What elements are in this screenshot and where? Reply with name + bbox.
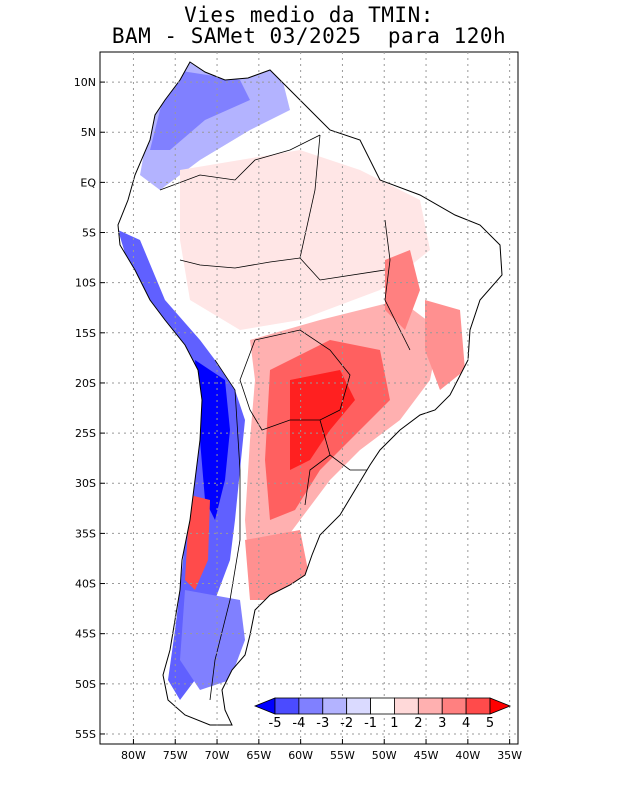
- colorbar-segment: [274, 697, 300, 715]
- lat-tick-label: 10N: [74, 76, 96, 89]
- colorbar-label: 2: [414, 716, 422, 731]
- colorbar-segment: [394, 697, 419, 715]
- title-line-2: BAM - SAMet 03/2025 para 120h: [111, 24, 507, 48]
- lat-tick-label: 45S: [75, 628, 96, 641]
- latitude-axis: 10N 5N EQ 5S 10S 15S 20S 25S 30S 35S 40S 45S 50S 55S: [74, 76, 105, 741]
- colorbar-label: 1: [390, 716, 398, 731]
- lat-tick-label: EQ: [80, 176, 96, 189]
- lon-tick-label: 50W: [372, 749, 397, 762]
- colorbar-segment: [441, 697, 467, 715]
- colorbar-segment: [465, 697, 491, 715]
- colorbar-segment: [370, 697, 395, 715]
- lat-tick-label: 5N: [81, 126, 96, 139]
- colorbar-max-arrow: [489, 697, 512, 715]
- lon-tick-label: 35W: [497, 749, 522, 762]
- colorbar-segment: [322, 697, 348, 715]
- title-line-1: Vies medio da TMIN:: [184, 3, 434, 27]
- graticule: [100, 52, 518, 744]
- lat-tick-label: 25S: [75, 427, 96, 440]
- colorbar-label: 4: [462, 716, 470, 731]
- lat-tick-label: 40S: [75, 578, 96, 591]
- colorbar-label: -4: [292, 716, 305, 731]
- colorbar-label: 5: [486, 716, 494, 731]
- colorbar-label: -5: [269, 716, 282, 731]
- warm-bias-amazon: [180, 150, 430, 330]
- cold-bias-andes: [118, 230, 245, 700]
- lat-tick-label: 10S: [75, 277, 96, 290]
- lat-tick-label: 5S: [82, 227, 96, 240]
- lat-tick-label: 15S: [75, 327, 96, 340]
- lat-tick-label: 20S: [75, 377, 96, 390]
- colorbar-label: 3: [438, 716, 446, 731]
- lat-tick-label: 30S: [75, 477, 96, 490]
- lat-tick-label: 50S: [75, 678, 96, 691]
- lon-tick-label: 45W: [414, 749, 439, 762]
- colorbar-label: -2: [340, 716, 353, 731]
- lat-tick-label: 35S: [75, 527, 96, 540]
- lon-tick-label: 60W: [288, 749, 313, 762]
- lon-tick-label: 40W: [455, 749, 480, 762]
- colorbar: -5 -4 -3 -2 -1 1 2 3 4 5: [253, 697, 512, 731]
- colorbar-segment: [417, 697, 443, 715]
- continent-outline: [117, 61, 503, 726]
- lon-tick-label: 75W: [163, 749, 188, 762]
- lon-tick-label: 65W: [246, 749, 271, 762]
- colorbar-segment: [346, 697, 371, 715]
- lon-tick-label: 80W: [121, 749, 146, 762]
- longitude-axis: 80W 75W 70W 65W 60W 55W 50W 45W 40W 35W: [121, 739, 522, 762]
- lon-tick-label: 55W: [330, 749, 355, 762]
- lat-tick-label: 55S: [75, 728, 96, 741]
- lon-tick-label: 70W: [205, 749, 230, 762]
- country-borders: [159, 134, 411, 701]
- colorbar-segment: [298, 697, 324, 715]
- colorbar-label: -3: [316, 716, 329, 731]
- colorbar-label: -1: [364, 716, 377, 731]
